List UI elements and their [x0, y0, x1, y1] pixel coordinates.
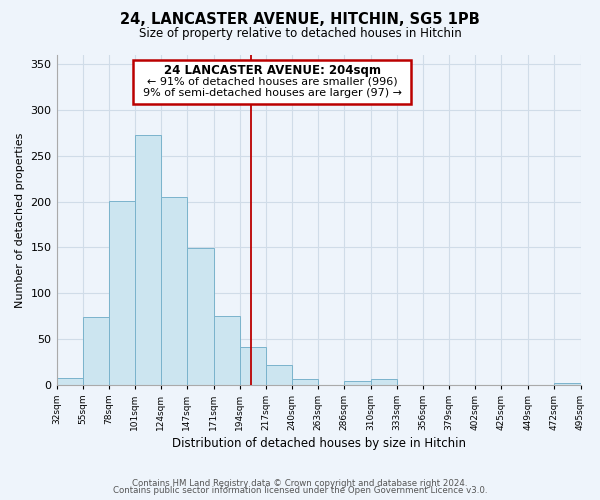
- Text: 24, LANCASTER AVENUE, HITCHIN, SG5 1PB: 24, LANCASTER AVENUE, HITCHIN, SG5 1PB: [120, 12, 480, 28]
- Bar: [109, 200, 134, 384]
- X-axis label: Distribution of detached houses by size in Hitchin: Distribution of detached houses by size …: [172, 437, 466, 450]
- Bar: [266, 366, 292, 384]
- Text: 24 LANCASTER AVENUE: 204sqm: 24 LANCASTER AVENUE: 204sqm: [164, 64, 380, 77]
- Bar: [134, 134, 161, 384]
- FancyBboxPatch shape: [133, 60, 411, 104]
- Bar: [187, 248, 214, 384]
- Text: Contains HM Land Registry data © Crown copyright and database right 2024.: Contains HM Land Registry data © Crown c…: [132, 478, 468, 488]
- Bar: [83, 317, 109, 384]
- Bar: [554, 383, 581, 384]
- Bar: [56, 378, 83, 384]
- Bar: [371, 379, 397, 384]
- Bar: [292, 379, 318, 384]
- Text: 9% of semi-detached houses are larger (97) →: 9% of semi-detached houses are larger (9…: [143, 88, 401, 98]
- Text: ← 91% of detached houses are smaller (996): ← 91% of detached houses are smaller (99…: [147, 76, 397, 86]
- Bar: [214, 316, 240, 384]
- Bar: [344, 381, 371, 384]
- Bar: [161, 197, 187, 384]
- Text: Contains public sector information licensed under the Open Government Licence v3: Contains public sector information licen…: [113, 486, 487, 495]
- Text: Size of property relative to detached houses in Hitchin: Size of property relative to detached ho…: [139, 28, 461, 40]
- Y-axis label: Number of detached properties: Number of detached properties: [15, 132, 25, 308]
- Bar: [240, 347, 266, 385]
